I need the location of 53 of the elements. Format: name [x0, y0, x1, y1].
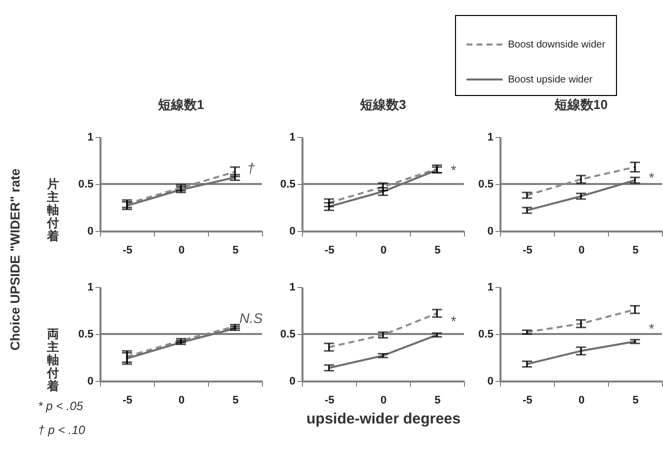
annotation: *	[450, 162, 456, 178]
chart-title: 短線数10	[553, 97, 608, 112]
x-tick-label: 5	[632, 244, 639, 256]
x-tick-label: 0	[380, 394, 387, 406]
x-tick-label: -5	[122, 244, 132, 256]
y-tick-label: 0	[487, 226, 494, 238]
y-tick-label: 0	[289, 376, 296, 388]
y-axis-title: Choice UPSIDE "WIDER" rate	[8, 168, 22, 351]
x-tick-label: 0	[578, 244, 585, 256]
chart-title: 短線数3	[358, 97, 406, 112]
text: 両主軸付着	[46, 327, 59, 393]
annotation: N.S	[239, 310, 264, 326]
y-tick-label: 0.5	[478, 178, 494, 190]
annotation: †	[247, 160, 256, 176]
x-tick-label: 5	[632, 394, 639, 406]
x-tick-label: -5	[122, 394, 132, 406]
y-tick-label: 1	[87, 132, 94, 144]
y-tick-label: 0.5	[280, 178, 296, 190]
legend-label: Boost upside wider	[508, 74, 594, 86]
annotation: *	[648, 320, 654, 336]
y-tick-label: 1	[289, 282, 296, 294]
text: * p < .05	[38, 399, 84, 413]
x-tick-label: -5	[522, 244, 532, 256]
x-tick-label: 5	[232, 394, 239, 406]
x-tick-label: 5	[232, 244, 239, 256]
y-tick-label: 1	[87, 282, 94, 294]
x-tick-label: 5	[434, 244, 441, 256]
y-tick-label: 0.5	[78, 178, 94, 190]
y-tick-label: 0	[487, 376, 494, 388]
y-tick-label: 1	[289, 132, 296, 144]
x-tick-label: -5	[324, 244, 334, 256]
text: 片主軸付着	[46, 177, 59, 243]
chart-title: 短線数1	[156, 97, 204, 112]
x-tick-label: -5	[324, 394, 334, 406]
text: † p < .10	[38, 423, 86, 437]
y-tick-label: 0	[289, 226, 296, 238]
y-tick-label: 0.5	[478, 328, 494, 340]
y-tick-label: 0	[87, 226, 94, 238]
x-tick-label: 5	[434, 394, 441, 406]
x-tick-label: 0	[178, 244, 185, 256]
x-tick-label: -5	[522, 394, 532, 406]
x-tick-label: 0	[380, 244, 387, 256]
y-tick-label: 1	[487, 282, 494, 294]
x-tick-label: 0	[578, 394, 585, 406]
x-tick-label: 0	[178, 394, 185, 406]
annotation: *	[648, 169, 654, 186]
y-tick-label: 0.5	[280, 328, 296, 340]
legend-label: Boost downside wider	[508, 40, 606, 50]
y-tick-label: 1	[487, 132, 494, 144]
y-tick-label: 0.5	[78, 328, 94, 340]
y-tick-label: 0	[87, 376, 94, 388]
annotation: *	[450, 312, 456, 329]
x-axis-title: upside-wider degrees	[306, 410, 461, 428]
